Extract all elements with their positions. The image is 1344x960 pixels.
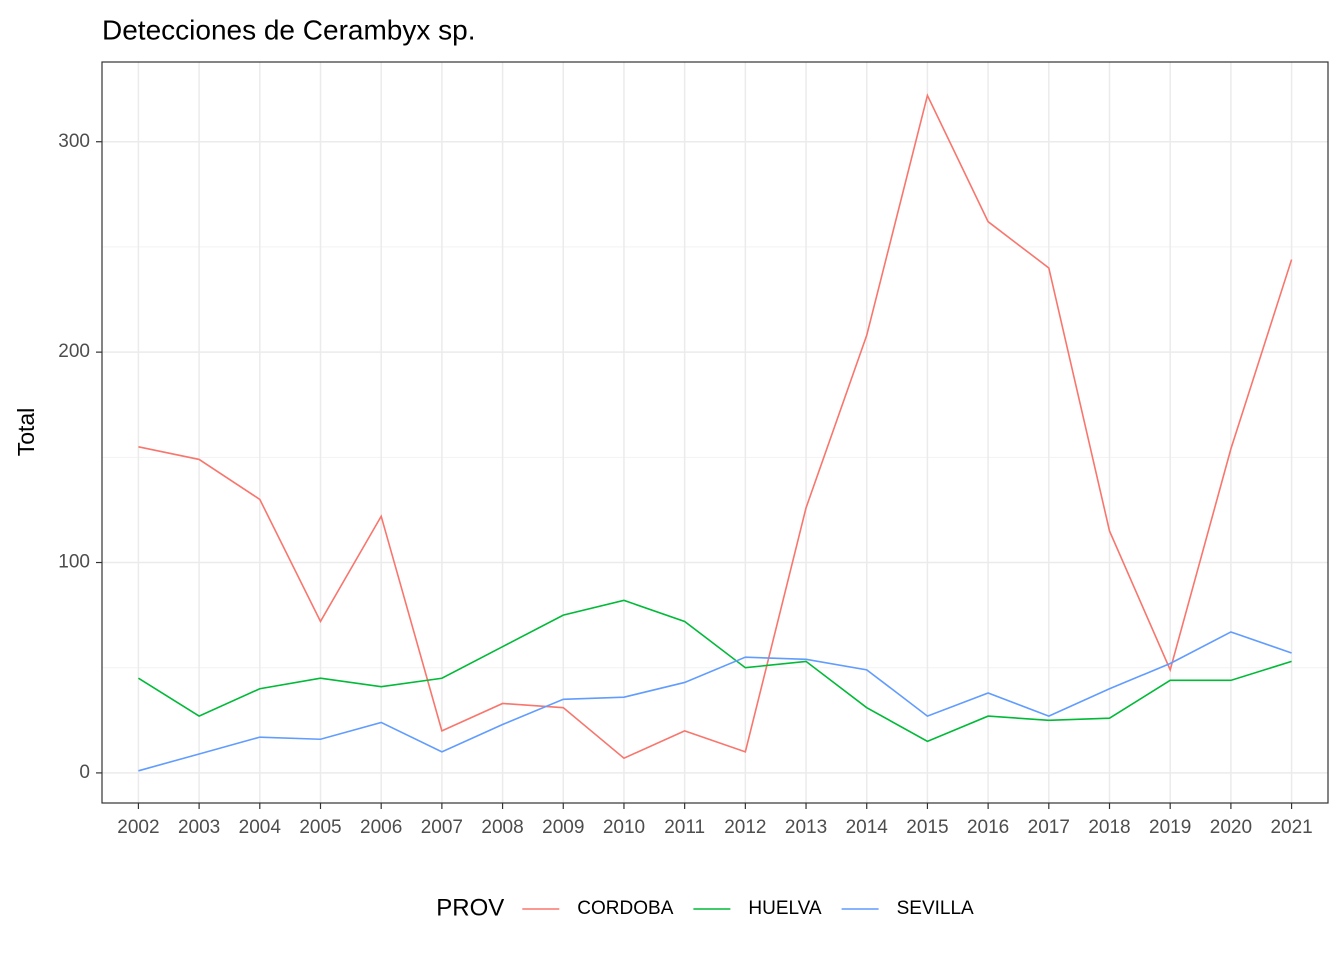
y-axis-label: Total (13, 408, 39, 457)
panel-border (101, 61, 1329, 804)
y-tick-label: 0 (79, 762, 90, 783)
legend-label: HUELVA (748, 898, 822, 919)
grid (102, 62, 1328, 803)
legend-label: CORDOBA (577, 898, 673, 919)
x-tick-label: 2005 (299, 817, 341, 838)
x-tick-label: 2015 (906, 817, 948, 838)
x-tick-label: 2002 (117, 817, 159, 838)
x-tick-label: 2014 (846, 817, 889, 838)
line (138, 631, 1292, 772)
y-tick-label: 200 (58, 341, 90, 362)
x-tick-label: 2011 (664, 817, 705, 838)
x-tick-label: 2006 (360, 817, 402, 838)
x-tick-label: 2010 (603, 817, 645, 838)
x-tick-label: 2017 (1028, 817, 1070, 838)
x-tick-label: 2009 (542, 817, 584, 838)
x-tick-label: 2016 (967, 817, 1009, 838)
x-tick-label: 2020 (1210, 817, 1252, 838)
chart-title: Detecciones de Cerambyx sp. (102, 14, 476, 45)
x-tick-label: 2007 (421, 817, 463, 838)
line (137, 599, 1292, 743)
x-tick-label: 2003 (178, 817, 220, 838)
x-tick-label: 2021 (1270, 817, 1312, 838)
x-tick-label: 2019 (1149, 817, 1191, 838)
x-tick-label: 2004 (239, 817, 282, 838)
y-tick-label: 300 (58, 131, 90, 152)
y-tick-label: 100 (58, 552, 90, 573)
x-tick-label: 2018 (1088, 817, 1130, 838)
line (138, 93, 1293, 760)
x-tick-label: 2013 (785, 817, 827, 838)
x-tick-label: 2012 (724, 817, 766, 838)
x-tick-label: 2008 (481, 817, 523, 838)
legend-title: PROV (436, 894, 504, 921)
legend-label: SEVILLA (897, 898, 974, 919)
